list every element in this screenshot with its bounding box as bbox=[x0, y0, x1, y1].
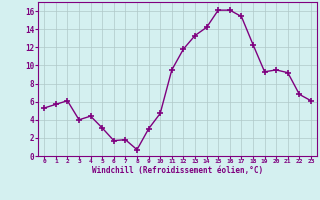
X-axis label: Windchill (Refroidissement éolien,°C): Windchill (Refroidissement éolien,°C) bbox=[92, 166, 263, 175]
